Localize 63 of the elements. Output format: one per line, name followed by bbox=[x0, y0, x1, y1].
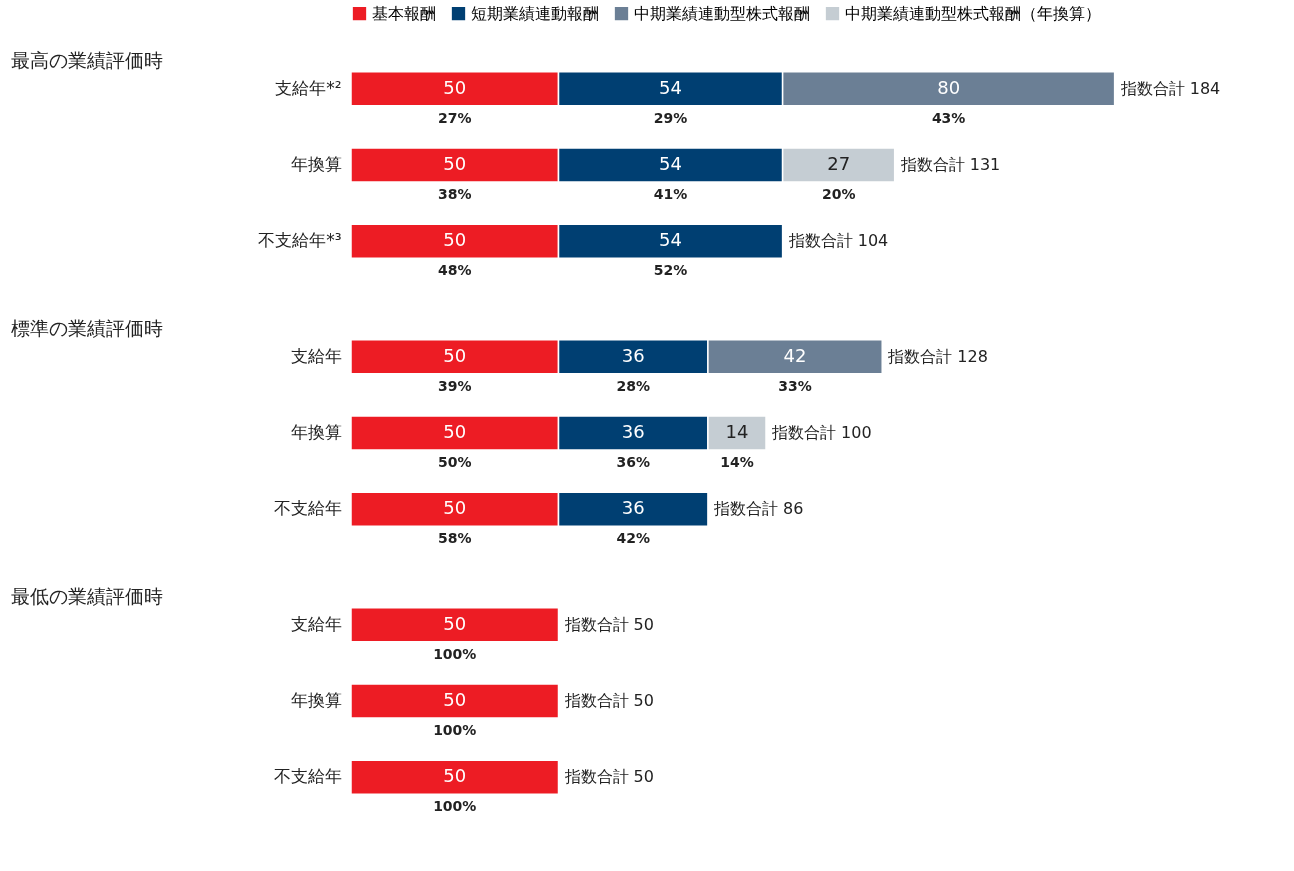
annotation: 58% bbox=[438, 530, 472, 547]
legend-label: 短期業績連動報酬 bbox=[471, 3, 599, 23]
legend-label: 中期業績連動型株式報酬 bbox=[634, 3, 810, 23]
data-label: 50 bbox=[443, 497, 467, 519]
annotation: 33% bbox=[778, 377, 812, 394]
data-label: 50 bbox=[443, 765, 467, 787]
data-label: 50 bbox=[443, 421, 467, 442]
annotation: 100% bbox=[433, 722, 477, 738]
data-label: 27 bbox=[827, 153, 851, 174]
data-label: 42 bbox=[783, 344, 807, 366]
total-label: 指数合計 50 bbox=[563, 614, 654, 634]
total-label: 指数合計 184 bbox=[1119, 78, 1221, 98]
annotation: 52% bbox=[653, 262, 688, 279]
annotation: 14% bbox=[720, 454, 754, 470]
y-tick-label: 支給年 bbox=[290, 345, 342, 366]
y-tick-label: 年換算 bbox=[290, 690, 342, 710]
annotation: 28% bbox=[616, 377, 650, 394]
text: 最高の業績評価時 bbox=[11, 48, 163, 71]
annotation: 42% bbox=[616, 530, 650, 547]
annotation: 27% bbox=[438, 109, 472, 126]
text: 最低の業績評価時 bbox=[11, 584, 163, 607]
y-tick-label: 不支給年 bbox=[273, 766, 342, 787]
data-label: 50 bbox=[443, 76, 467, 98]
y-tick-label: 支給年*² bbox=[275, 77, 342, 98]
data-label: 50 bbox=[443, 229, 467, 251]
data-label: 36 bbox=[621, 421, 645, 442]
total-label: 指数合計 104 bbox=[787, 231, 889, 251]
total-label: 指数合計 131 bbox=[899, 155, 1001, 174]
data-label: 54 bbox=[659, 229, 683, 251]
annotation: 50% bbox=[438, 454, 472, 470]
annotation: 100% bbox=[433, 798, 477, 815]
data-label: 80 bbox=[937, 76, 961, 98]
annotation: 38% bbox=[438, 186, 472, 202]
total-label: 指数合計 50 bbox=[563, 767, 654, 787]
text: 標準の業績評価時 bbox=[11, 316, 163, 339]
total-label: 指数合計 100 bbox=[771, 423, 872, 442]
annotation: 100% bbox=[433, 645, 477, 662]
y-tick-label: 年換算 bbox=[290, 422, 342, 442]
annotation: 43% bbox=[931, 109, 966, 126]
data-label: 54 bbox=[659, 76, 683, 98]
y-tick-label: 不支給年 bbox=[273, 498, 342, 519]
y-tick-label: 支給年 bbox=[290, 613, 342, 634]
annotation: 20% bbox=[821, 186, 856, 202]
annotation: 36% bbox=[616, 454, 650, 470]
legend-label: 基本報酬 bbox=[372, 3, 436, 23]
legend-label: 中期業績連動型株式報酬（年換算） bbox=[845, 3, 1101, 23]
total-label: 指数合計 86 bbox=[712, 499, 804, 519]
annotation: 48% bbox=[438, 262, 472, 279]
data-label: 50 bbox=[443, 689, 467, 710]
y-tick-label: 不支給年*³ bbox=[258, 230, 342, 251]
data-label: 50 bbox=[443, 344, 467, 366]
data-label: 54 bbox=[659, 153, 683, 174]
annotation: 39% bbox=[438, 377, 472, 394]
data-label: 50 bbox=[443, 153, 467, 174]
total-label: 指数合計 128 bbox=[887, 346, 988, 366]
total-label: 指数合計 50 bbox=[563, 691, 654, 710]
data-label: 36 bbox=[621, 497, 645, 519]
y-tick-label: 年換算 bbox=[290, 154, 342, 174]
data-label: 50 bbox=[443, 612, 467, 634]
data-label: 36 bbox=[621, 344, 645, 366]
annotation: 29% bbox=[653, 109, 688, 126]
annotation: 41% bbox=[653, 186, 688, 202]
data-label: 14 bbox=[725, 421, 749, 442]
